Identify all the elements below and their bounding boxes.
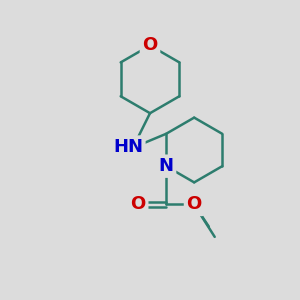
Text: O: O bbox=[130, 196, 146, 214]
Text: O: O bbox=[187, 196, 202, 214]
Text: N: N bbox=[159, 157, 174, 175]
Text: O: O bbox=[142, 37, 158, 55]
Text: HN: HN bbox=[113, 138, 143, 156]
